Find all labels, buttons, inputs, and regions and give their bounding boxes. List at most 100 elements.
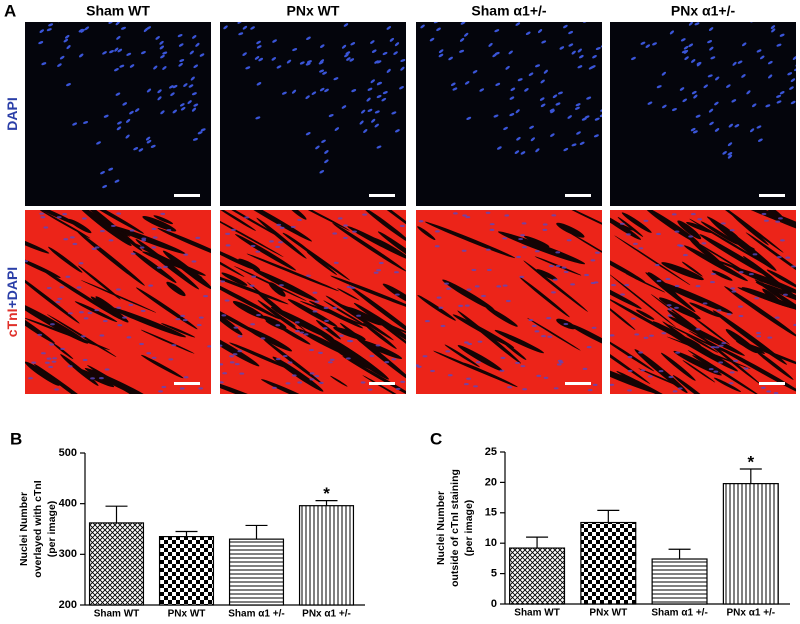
nucleus	[750, 128, 755, 133]
nucleus	[669, 30, 674, 35]
nucleus	[779, 33, 785, 37]
streak	[78, 265, 121, 300]
nucleus	[343, 236, 348, 240]
nucleus	[534, 330, 540, 333]
nucleus	[378, 261, 384, 265]
nucleus	[535, 148, 540, 153]
nucleus	[557, 359, 563, 362]
nucleus	[752, 103, 757, 108]
streak	[162, 250, 211, 290]
nucleus	[584, 115, 590, 119]
streak	[494, 329, 545, 354]
nucleus	[502, 284, 508, 287]
nucleus	[733, 359, 738, 362]
streak	[277, 325, 311, 345]
streak	[457, 310, 521, 364]
nucleus	[436, 296, 442, 299]
nucleus	[48, 23, 54, 27]
nucleus	[466, 288, 472, 291]
nucleus	[371, 49, 377, 53]
y-axis-label: (per image)	[46, 501, 58, 558]
nucleus	[179, 387, 185, 390]
nucleus	[233, 326, 239, 329]
streak	[132, 250, 177, 283]
nucleus	[509, 96, 515, 100]
nucleus	[620, 293, 625, 296]
streak	[753, 349, 794, 380]
nucleus	[60, 347, 65, 351]
nucleus	[707, 74, 713, 78]
nucleus	[577, 48, 582, 53]
bar	[298, 505, 355, 606]
nucleus	[520, 151, 526, 155]
nucleus	[738, 305, 743, 308]
error-bar	[668, 548, 691, 560]
streak	[317, 331, 377, 370]
nucleus	[567, 115, 572, 119]
nucleus	[25, 260, 29, 263]
nucleus	[393, 6, 399, 11]
scale-bar	[759, 194, 785, 197]
nucleus	[503, 126, 508, 131]
nucleus	[319, 87, 325, 92]
nucleus	[548, 265, 554, 268]
nucleus	[752, 253, 758, 256]
nucleus	[576, 131, 581, 135]
nucleus	[286, 59, 292, 64]
streak	[709, 218, 777, 271]
nucleus	[697, 218, 703, 221]
nucleus	[346, 285, 352, 289]
streak	[60, 354, 99, 386]
nucleus	[462, 214, 468, 217]
streak	[692, 354, 726, 375]
nucleus	[450, 82, 456, 86]
nucleus	[593, 134, 599, 138]
streak	[348, 285, 406, 342]
streak	[536, 269, 558, 281]
nucleus	[141, 239, 147, 242]
nucleus	[627, 389, 632, 392]
streak	[523, 260, 588, 312]
streak	[136, 287, 198, 330]
nucleus	[306, 274, 311, 277]
nucleus	[549, 108, 555, 112]
nucleus	[485, 211, 491, 214]
nucleus	[760, 55, 765, 60]
y-axis-label: outside of cTnI staining	[449, 469, 461, 587]
nucleus	[90, 377, 95, 380]
micrograph	[416, 210, 602, 394]
streak	[523, 235, 550, 248]
streak	[519, 277, 570, 318]
y-axis-label: Nuclei Number	[435, 491, 447, 565]
nucleus	[602, 38, 608, 43]
nucleus	[691, 59, 696, 63]
nucleus	[714, 346, 720, 349]
nucleus	[547, 335, 553, 338]
nucleus	[291, 89, 297, 94]
streak	[330, 275, 406, 312]
nucleus	[328, 114, 334, 118]
nucleus	[160, 54, 165, 59]
x-tick-label: PNx α1 +/-	[302, 609, 351, 620]
nucleus	[732, 61, 737, 66]
streak	[621, 212, 652, 233]
nucleus	[720, 222, 726, 225]
scale-bar	[565, 382, 591, 385]
streak	[38, 210, 91, 239]
nucleus	[249, 284, 255, 287]
streak	[157, 228, 211, 263]
nucleus	[126, 336, 132, 339]
nucleus	[710, 346, 716, 349]
nucleus	[160, 110, 165, 115]
streak	[229, 342, 293, 371]
streak	[766, 269, 796, 289]
nucleus	[322, 327, 328, 330]
y-tick-label: 10	[485, 537, 497, 549]
nucleus	[543, 376, 549, 379]
nucleus	[692, 130, 698, 134]
nucleus	[384, 361, 390, 364]
nucleus	[649, 8, 654, 13]
nucleus	[153, 65, 158, 70]
nucleus	[129, 229, 135, 232]
nucleus	[305, 95, 310, 100]
